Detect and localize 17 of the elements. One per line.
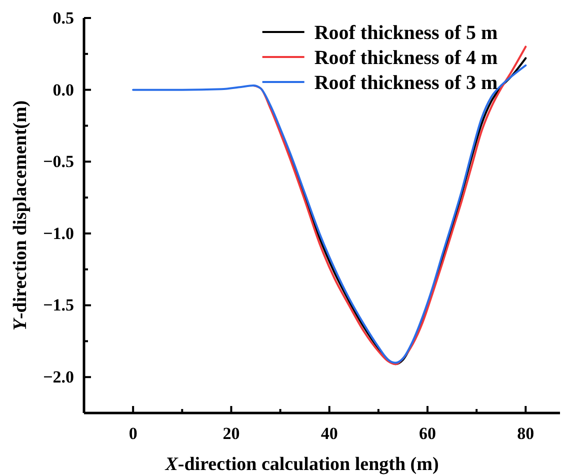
y-tick-label: −0.5 [43,152,74,172]
y-tick-label: −1.5 [43,296,74,315]
y-axis-title: Y-direction displacement(m) [10,100,31,331]
x-tick-label: 80 [517,424,534,444]
x-tick-label: 40 [320,424,338,444]
x-tick-label: 20 [222,424,240,444]
legend-label: Roof thickness of 5 m [314,22,498,44]
line-series [132,64,527,364]
legend-label: Roof thickness of 4 m [314,47,498,69]
y-tick-label: 0.5 [52,8,74,28]
x-tick-label: 0 [128,424,138,444]
legend-label: Roof thickness of 3 m [314,72,498,94]
x-tick-label: 60 [419,424,436,444]
y-tick-label: −2.0 [43,368,74,387]
y-tick-label: −1.0 [43,224,74,243]
y-tick-label: 0.0 [52,80,74,100]
x-axis-title: X-direction calculation length (m) [164,454,439,475]
